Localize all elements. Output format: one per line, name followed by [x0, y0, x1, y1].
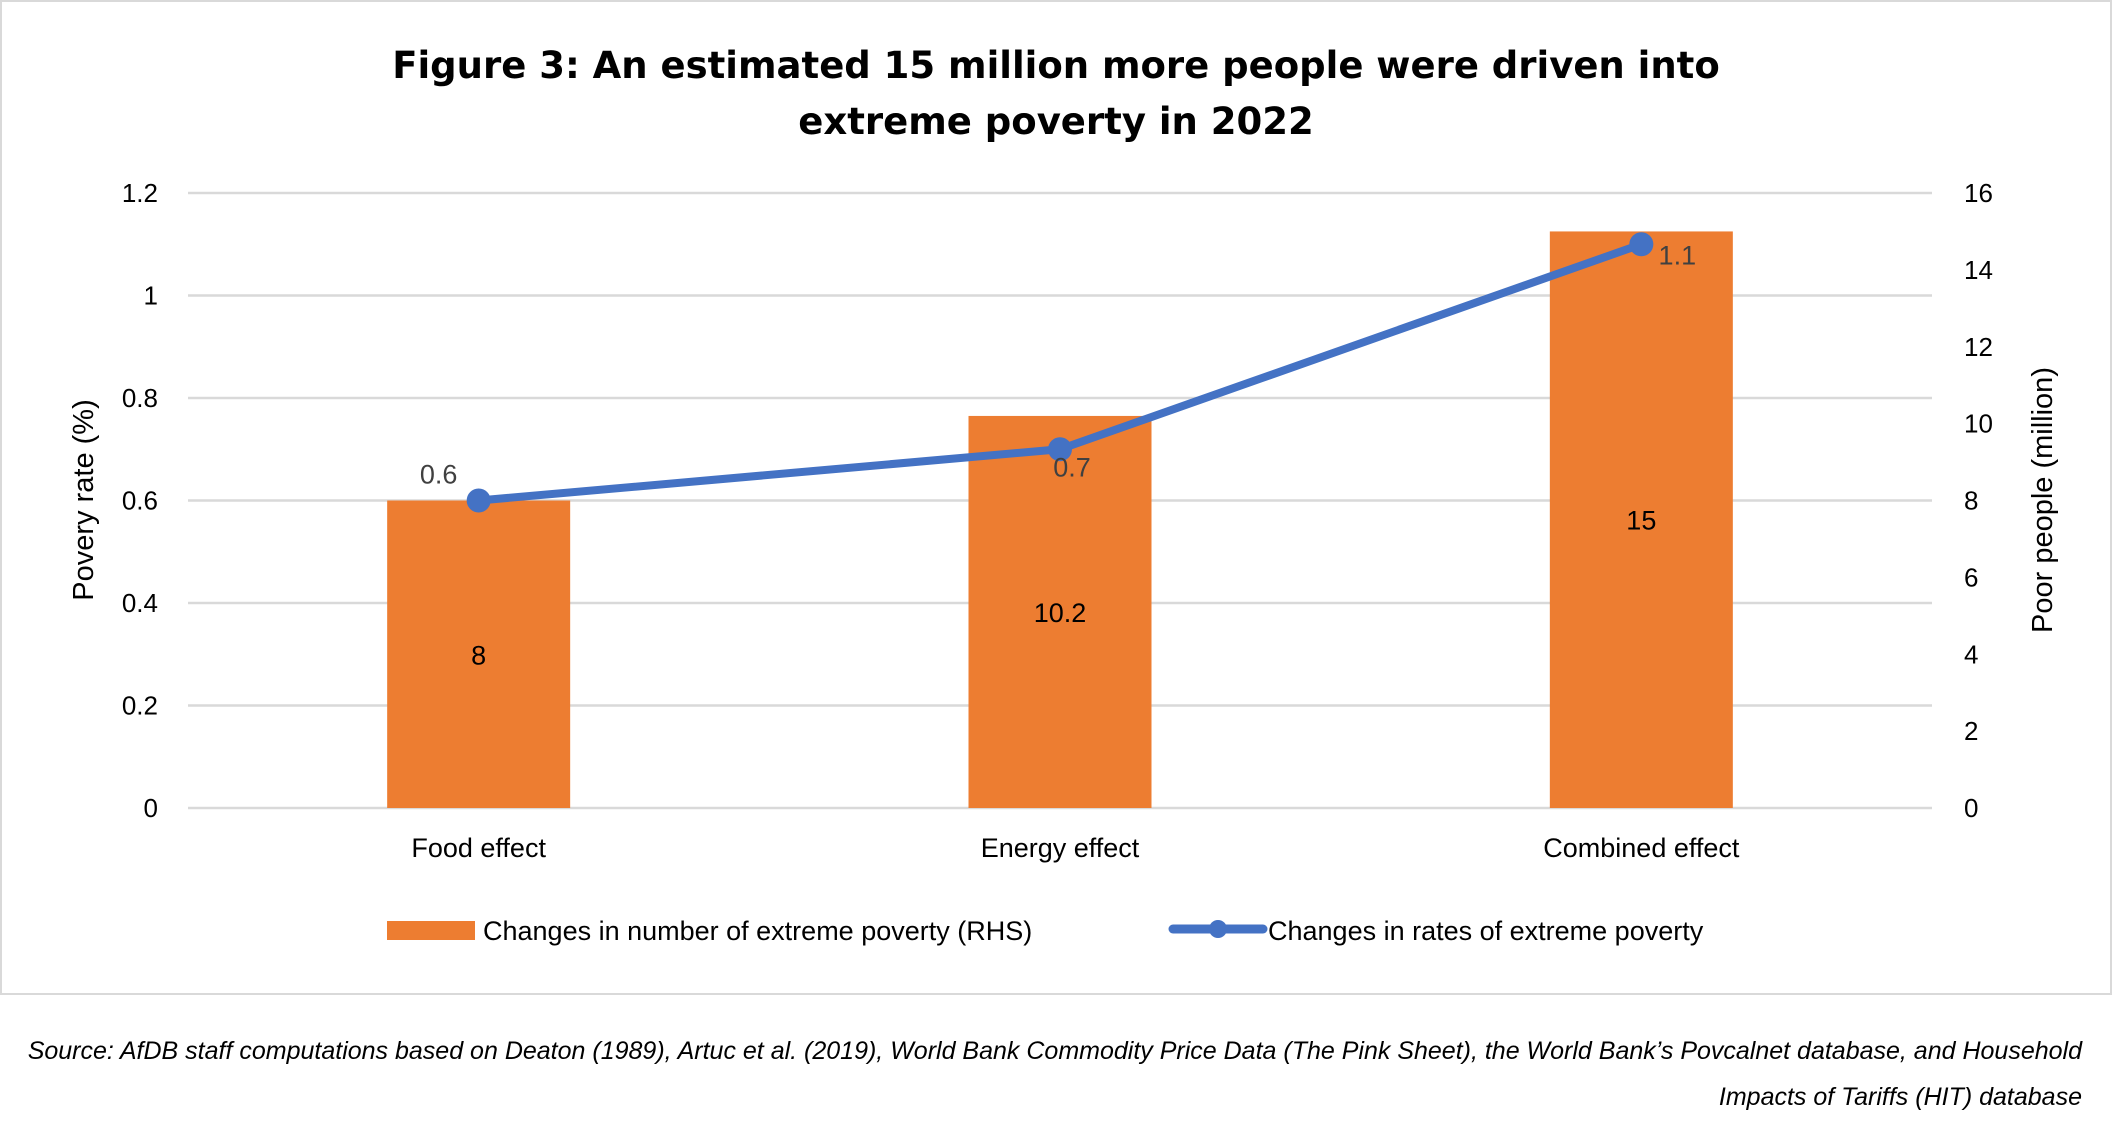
bar-data-label: 10.2	[1034, 598, 1087, 628]
bar-series	[387, 231, 1733, 808]
legend-swatch-marker	[1209, 920, 1227, 938]
line-data-labels: 0.6 0.7 1.1	[420, 240, 1696, 489]
chart-title: Figure 3: An estimated 15 million more p…	[0, 38, 2112, 150]
right-axis-tick-label: 0	[1964, 793, 1978, 823]
left-axis-tick-label: 1	[144, 281, 158, 311]
category-label: Food effect	[411, 833, 546, 863]
chart-title-line-2: extreme poverty in 2022	[798, 100, 1314, 143]
source-note: Source: AfDB staff computations based on…	[27, 1037, 2082, 1111]
right-axis-title: Poor people (million)	[2027, 367, 2059, 633]
right-axis-tick-label: 4	[1964, 639, 1978, 669]
legend-label-line: Changes in rates of extreme poverty	[1268, 916, 1704, 946]
legend: Changes in number of extreme poverty (RH…	[387, 916, 1704, 946]
line-data-label: 0.6	[420, 460, 458, 490]
left-axis-ticks: 0 0.2 0.4 0.6 0.8 1 1.2	[122, 178, 158, 823]
legend-swatch-bars	[387, 921, 475, 940]
chart-title-line-1: Figure 3: An estimated 15 million more p…	[392, 44, 1720, 87]
right-axis-tick-label: 8	[1964, 486, 1978, 516]
right-axis-tick-label: 10	[1964, 409, 1993, 439]
left-axis-tick-label: 0.2	[122, 691, 158, 721]
category-label: Combined effect	[1543, 833, 1740, 863]
right-axis-tick-label: 14	[1964, 255, 1993, 285]
legend-label-bars: Changes in number of extreme poverty (RH…	[483, 916, 1032, 946]
bar-data-label: 15	[1626, 506, 1656, 536]
category-labels: Food effect Energy effect Combined effect	[411, 833, 1740, 863]
bar	[968, 415, 1152, 808]
line-marker	[466, 488, 491, 513]
left-axis-tick-label: 0	[144, 793, 158, 823]
bar	[1549, 231, 1733, 808]
left-axis-title: Povery rate (%)	[68, 399, 100, 600]
bar	[387, 500, 571, 808]
left-axis-tick-label: 0.6	[122, 486, 158, 516]
line-marker	[1629, 232, 1654, 257]
left-axis-tick-label: 0.4	[122, 588, 158, 618]
line-series	[466, 232, 1654, 513]
bar-data-label: 8	[471, 640, 486, 670]
left-axis-tick-label: 0.8	[122, 383, 158, 413]
line-data-label: 1.1	[1659, 240, 1697, 270]
right-axis-tick-label: 16	[1964, 178, 1993, 208]
left-axis-tick-label: 1.2	[122, 178, 158, 208]
line-data-label: 0.7	[1053, 452, 1091, 482]
category-label: Energy effect	[981, 833, 1140, 863]
bar-data-labels: 8 10.2 15	[471, 506, 1656, 671]
right-axis-tick-label: 2	[1964, 716, 1978, 746]
line-marker	[1048, 437, 1072, 462]
right-axis-ticks: 0 2 4 6 8 10 12 14 16	[1964, 178, 1993, 823]
right-axis-tick-label: 12	[1964, 332, 1993, 362]
right-axis-tick-label: 6	[1964, 562, 1978, 592]
